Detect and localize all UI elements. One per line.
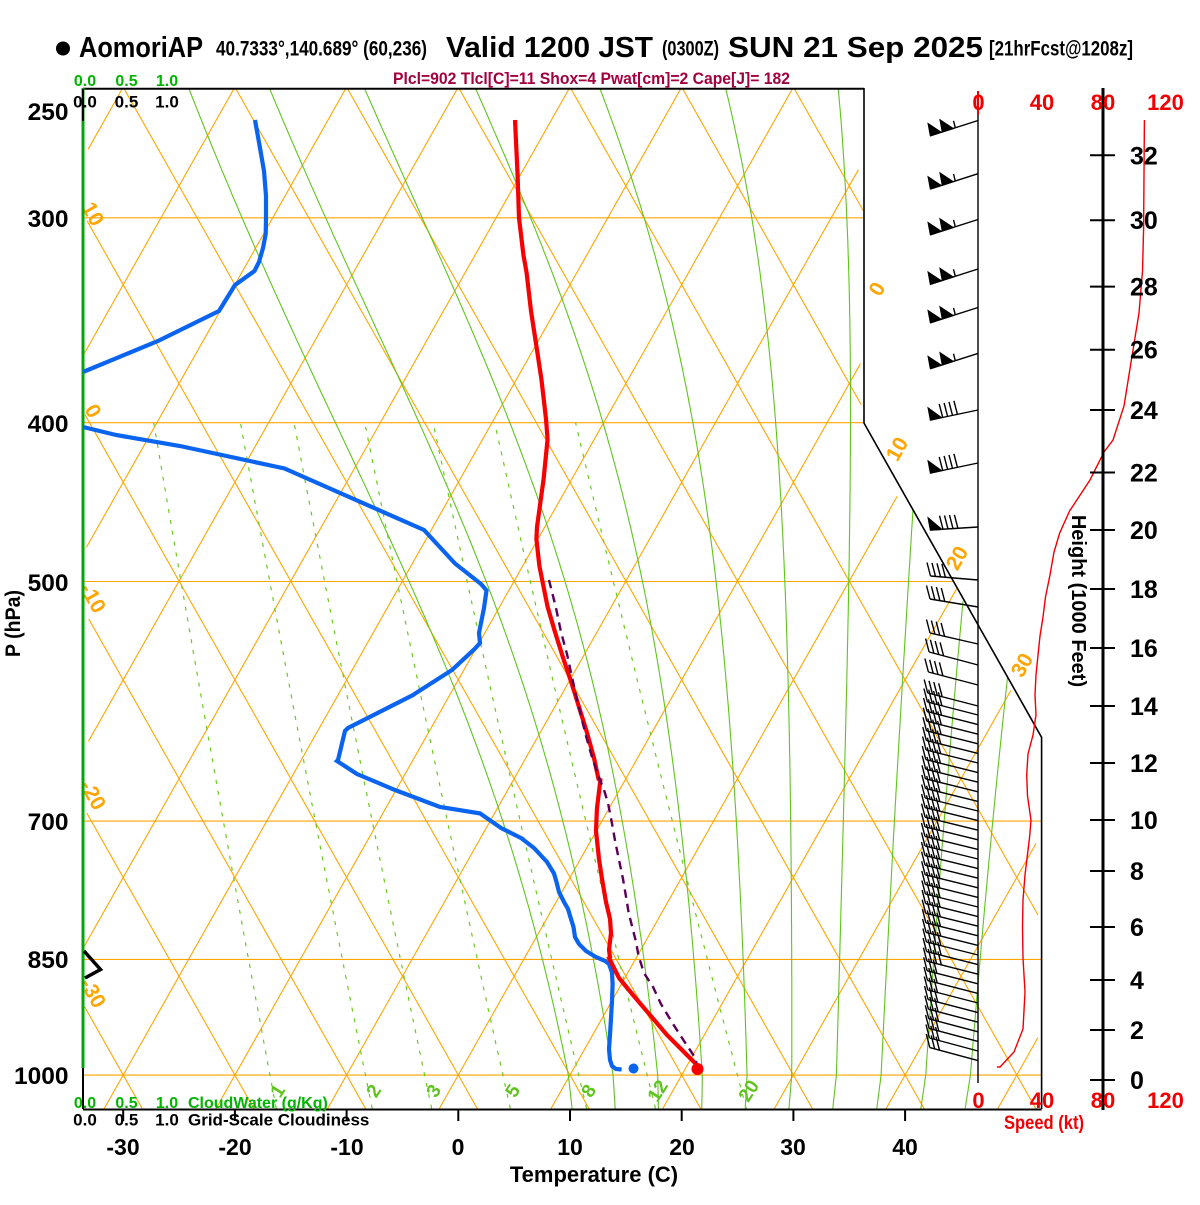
- svg-text:40.7333°,140.689° (60,236): 40.7333°,140.689° (60,236): [216, 38, 427, 61]
- svg-text:14: 14: [1130, 693, 1158, 721]
- svg-text:0.0: 0.0: [73, 93, 97, 112]
- svg-text:28: 28: [1130, 274, 1158, 302]
- svg-text:40: 40: [892, 1134, 918, 1160]
- svg-text:32: 32: [1130, 142, 1158, 170]
- svg-text:40: 40: [1030, 1088, 1054, 1113]
- svg-text:0: 0: [452, 1134, 465, 1160]
- svg-text:10: 10: [1130, 807, 1158, 835]
- svg-text:[21hrFcst@1208z]: [21hrFcst@1208z]: [989, 38, 1133, 61]
- svg-text:CloudWater (g/Kg): CloudWater (g/Kg): [188, 1095, 328, 1112]
- svg-text:Plcl=902 Tlcl[C]=11 Shox=4 Pwa: Plcl=902 Tlcl[C]=11 Shox=4 Pwat[cm]=2 Ca…: [393, 69, 790, 88]
- svg-text:40: 40: [1030, 90, 1054, 115]
- svg-text:8: 8: [1130, 858, 1144, 886]
- svg-text:P (hPa): P (hPa): [2, 590, 25, 657]
- svg-text:300: 300: [28, 206, 69, 233]
- svg-text:-10: -10: [330, 1134, 363, 1160]
- svg-text:Grid-Scale Cloudiness: Grid-Scale Cloudiness: [188, 1111, 369, 1130]
- svg-text:30: 30: [780, 1134, 806, 1160]
- svg-text:120: 120: [1147, 90, 1184, 115]
- svg-text:30: 30: [1130, 207, 1158, 235]
- svg-text:Valid 1200 JST: Valid 1200 JST: [446, 32, 653, 64]
- svg-text:22: 22: [1130, 460, 1158, 488]
- svg-text:0: 0: [972, 1088, 984, 1113]
- svg-text:18: 18: [1130, 576, 1158, 604]
- svg-text:(0300Z): (0300Z): [662, 38, 719, 61]
- svg-text:0.5: 0.5: [115, 93, 139, 112]
- svg-text:1.0: 1.0: [155, 1111, 179, 1130]
- svg-text:1.0: 1.0: [156, 1095, 178, 1112]
- svg-text:0.5: 0.5: [115, 1111, 139, 1130]
- svg-text:Height (1000 Feet): Height (1000 Feet): [1067, 515, 1089, 687]
- svg-text:1.0: 1.0: [156, 73, 178, 90]
- svg-text:20: 20: [669, 1134, 695, 1160]
- svg-text:400: 400: [28, 411, 69, 438]
- svg-text:Speed (kt): Speed (kt): [1004, 1113, 1084, 1134]
- svg-text:10: 10: [557, 1134, 583, 1160]
- svg-text:24: 24: [1130, 397, 1158, 425]
- svg-text:2: 2: [1130, 1017, 1144, 1045]
- svg-text:120: 120: [1147, 1088, 1184, 1113]
- svg-text:0.0: 0.0: [73, 1111, 97, 1130]
- svg-text:0.0: 0.0: [74, 1095, 96, 1112]
- svg-text:80: 80: [1091, 1088, 1115, 1113]
- svg-text:700: 700: [28, 809, 69, 836]
- svg-text:80: 80: [1091, 90, 1115, 115]
- svg-text:0.5: 0.5: [115, 73, 137, 90]
- svg-text:-20: -20: [218, 1134, 251, 1160]
- svg-text:0.5: 0.5: [115, 1095, 137, 1112]
- svg-text:SUN 21 Sep 2025: SUN 21 Sep 2025: [728, 32, 983, 64]
- svg-text:6: 6: [1130, 914, 1144, 942]
- svg-text:850: 850: [28, 947, 69, 974]
- svg-text:12: 12: [1130, 750, 1158, 778]
- svg-text:16: 16: [1130, 635, 1158, 663]
- svg-text:1.0: 1.0: [155, 93, 179, 112]
- svg-text:-30: -30: [106, 1134, 139, 1160]
- svg-text:Temperature (C): Temperature (C): [510, 1162, 678, 1187]
- svg-text:500: 500: [28, 570, 69, 597]
- svg-text:0.0: 0.0: [74, 73, 96, 90]
- svg-text:AomoriAP: AomoriAP: [79, 32, 203, 64]
- svg-text:0: 0: [1130, 1067, 1144, 1095]
- svg-text:1000: 1000: [14, 1063, 69, 1090]
- svg-text:4: 4: [1130, 967, 1144, 995]
- svg-text:20: 20: [1130, 517, 1158, 545]
- svg-text:250: 250: [28, 99, 69, 126]
- svg-text:26: 26: [1130, 337, 1158, 365]
